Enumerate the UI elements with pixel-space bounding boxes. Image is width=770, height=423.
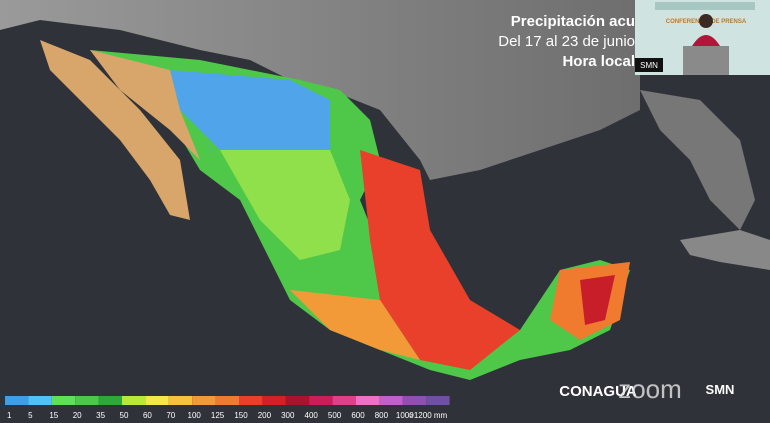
legend-label: 600 [351,411,365,420]
subtitle: Del 17 al 23 de junio [498,33,635,50]
legend-swatch [285,396,310,405]
legend-swatch [51,396,76,405]
legend-label: 35 [96,411,105,420]
yucatan-core [580,275,615,325]
legend-swatch [215,396,239,405]
legend-swatch [5,396,29,405]
speaker-body [692,35,720,46]
legend-swatch [379,396,403,405]
legend-swatch [122,396,146,405]
conagua-logo: CONAGUA [559,383,637,400]
legend-swatch [98,396,122,405]
title: Precipitación acu [511,13,635,30]
south-rain [290,290,420,360]
legend-swatch [145,396,169,405]
legend-label: 1000 [396,411,414,420]
time-note: Hora local [562,53,635,70]
east-rain [360,150,520,370]
legend-swatch [309,396,333,405]
legend-swatch [332,396,356,405]
legend-label: 15 [49,411,58,420]
legend-label: 60 [143,411,152,420]
video-label-bg [635,58,663,72]
zoom-watermark: zoom [618,374,682,404]
legend-label: 150 [234,411,248,420]
legend-swatch [402,396,427,405]
legend-swatch [192,396,216,405]
legend-label: 5 [28,411,33,420]
legend-label: >1200 mm [409,411,447,420]
cuba [680,230,770,270]
legend-label: 200 [258,411,272,420]
legend-label: 100 [188,411,202,420]
legend: 1 5 15 20 35 50 60 70 100 125 150 200 300 400 500 600 80… [5,396,450,420]
legend-label: 1 [7,411,12,420]
smn-logo: SMN [706,382,735,397]
legend-label: 800 [375,411,389,420]
legend-swatch [356,396,380,405]
legend-label: 20 [73,411,82,420]
legend-swatch [168,396,193,405]
legend-label: 70 [166,411,175,420]
legend-label: 50 [120,411,129,420]
legend-label: 400 [305,411,319,420]
legend-swatch [262,396,286,405]
legend-label: 125 [211,411,225,420]
baja-california [40,40,190,220]
legend-label: 500 [328,411,342,420]
video-label: SMN [640,61,658,70]
video-sign [655,2,755,10]
usa-land [0,0,640,180]
sonora-dry [90,50,200,160]
legend-swatch [426,396,450,405]
central-rain [220,150,350,260]
legend-label: 300 [281,411,295,420]
speaker-head [699,14,713,28]
legend-swatch [239,396,263,405]
podium [683,46,729,75]
north-rain [170,70,330,160]
legend-swatch [28,396,52,405]
legend-swatch [75,396,99,405]
florida [640,90,755,230]
